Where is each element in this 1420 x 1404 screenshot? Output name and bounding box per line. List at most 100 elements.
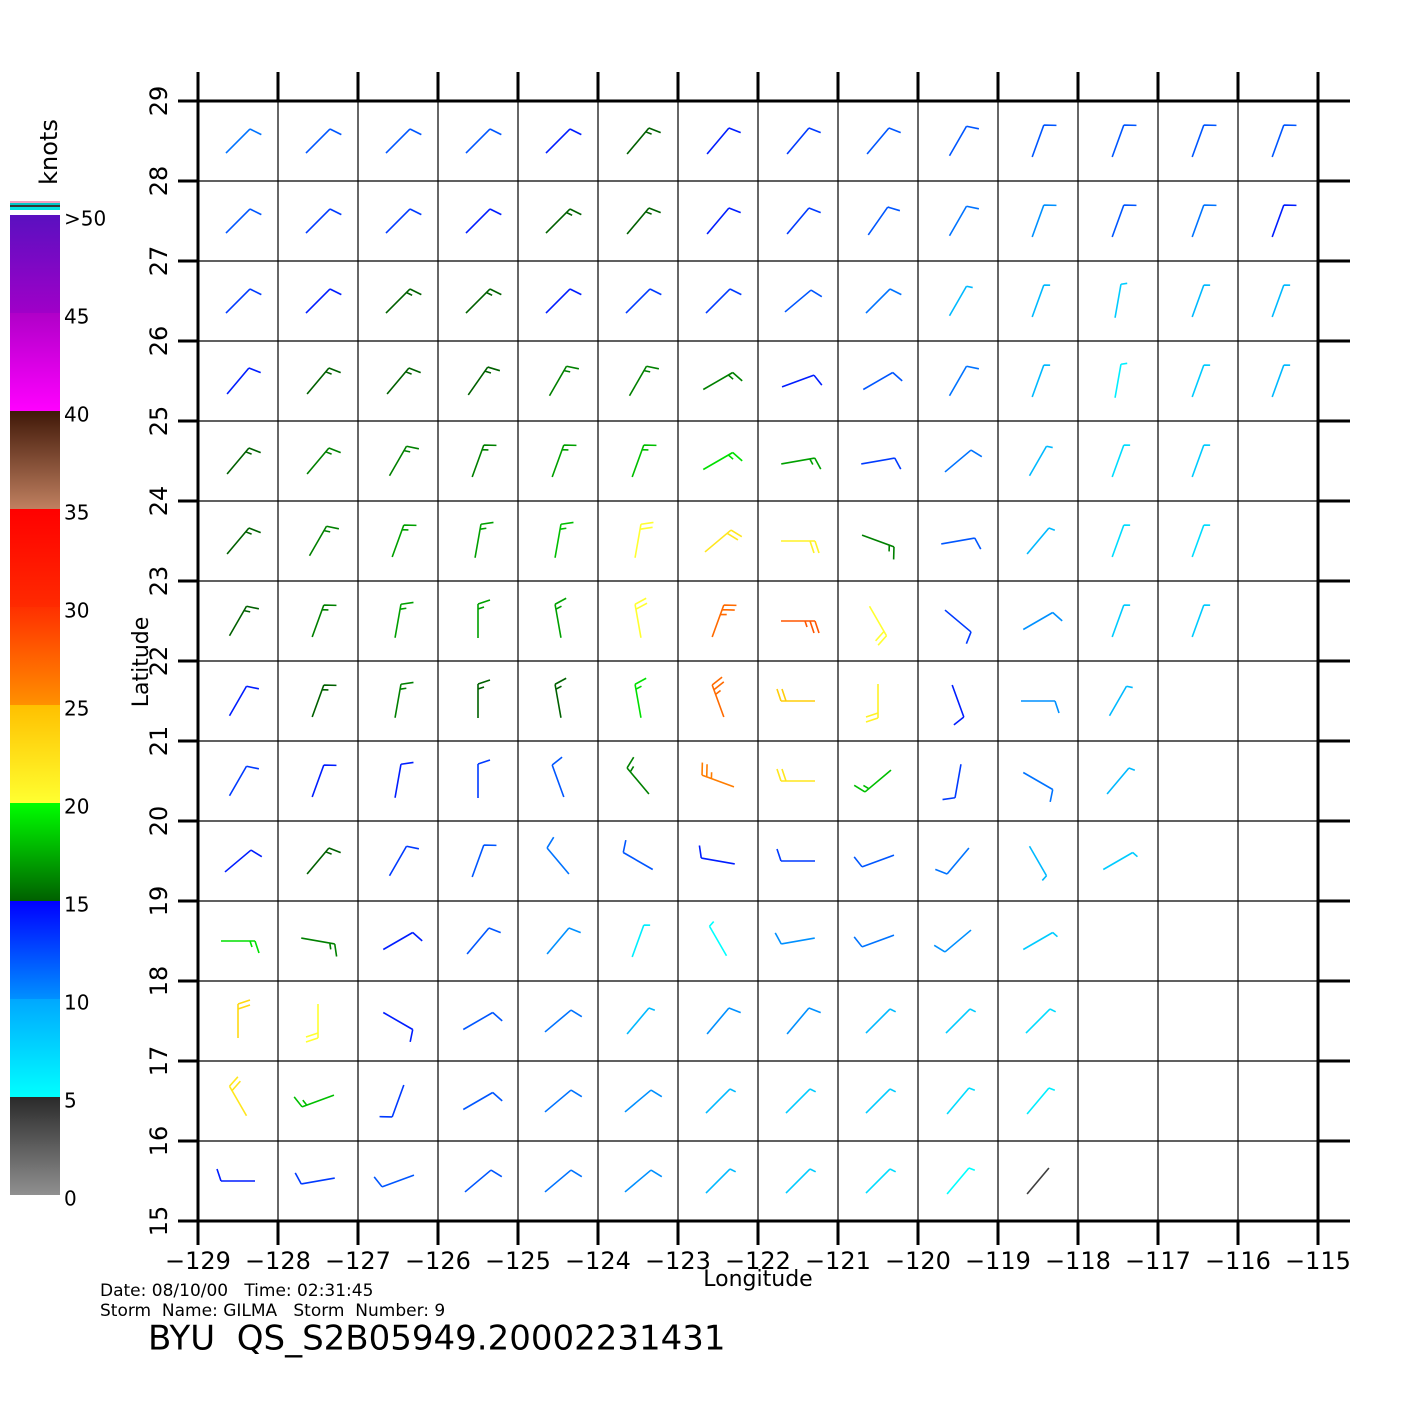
wind-barb [1271,364,1291,398]
wind-barb [305,208,342,234]
wind-barb [935,847,970,875]
wind-barb [465,208,502,234]
y-tick-label: 28 [145,166,173,197]
wind-barb [865,288,902,314]
wind-barb [466,927,501,955]
wind-barb [301,937,338,957]
wind-barb [305,128,342,154]
wind-barb [865,1008,897,1034]
wind-barb [1102,851,1138,871]
wind-barb [394,601,414,638]
colorbar-tick-label: 35 [64,501,89,525]
y-tick-label: 25 [145,406,173,437]
wind-barb [1111,124,1137,158]
wind-barb [548,365,580,397]
wind-barb [853,854,895,868]
wind-barb [781,457,822,470]
wind-barb [698,845,735,865]
wind-barb [293,1094,335,1108]
colorbar-cap [10,201,60,204]
wind-barb [385,288,422,314]
wind-barb [702,451,743,471]
wind-barb [634,597,648,638]
wind-barb [1021,700,1060,714]
wind-barb [544,1009,583,1033]
colorbar-tick-label: 45 [64,305,89,329]
wind-barb [294,1172,335,1185]
wind-barb [628,365,660,397]
wind-barb [626,756,650,795]
wind-barb [933,929,972,953]
wind-barb [477,599,491,638]
wind-barb [634,677,647,718]
wind-barb [228,765,260,797]
wind-barb [785,1168,817,1194]
colorbar-segment [10,607,60,705]
wind-barb [228,685,260,717]
wind-barb [554,597,567,638]
wind-barb [1191,524,1211,558]
colorbar-tick-label: >50 [64,207,106,231]
wind-barb [474,521,494,558]
wind-barb [1028,445,1053,477]
x-tick-label: −120 [885,1247,951,1275]
wind-barb [465,128,502,154]
wind-barb [708,921,728,957]
wind-barb [373,1174,415,1188]
footer-line: Date: 08/10/00 Time: 02:31:45 [100,1281,373,1301]
wind-barb [391,524,417,558]
wind-barb [948,125,980,157]
colorbar-tick-label: 10 [64,991,89,1015]
y-tick-label: 22 [145,646,173,677]
wind-barb [1022,931,1058,951]
x-tick-label: −122 [725,1247,791,1275]
colorbar-segment [10,411,60,509]
wind-barb [626,207,661,235]
wind-barb [385,128,422,154]
wind-barb [465,288,502,314]
colorbar-segment [10,313,60,411]
wind-barb [948,205,980,237]
wind-barb [781,540,820,554]
wind-barb [948,285,973,317]
wind-barb [944,449,983,473]
wind-barb [225,128,262,154]
wind-barb [784,289,823,313]
wind-barb [388,445,420,477]
wind-barb [462,1091,503,1111]
wind-barb [225,288,262,314]
y-tick-label: 26 [145,326,173,357]
colorbar-segment [10,215,60,313]
wind-barb [781,620,820,634]
wind-barb [545,288,582,314]
wind-barb [866,127,901,155]
wind-barb [394,761,414,798]
x-tick-label: −125 [485,1247,551,1275]
colorbar-label: knots [35,119,63,185]
y-axis-label: Latitude [129,617,154,708]
wind-barb [1026,527,1056,555]
colorbar-tick-label: 25 [64,697,89,721]
x-tick-label: −119 [965,1247,1031,1275]
colorbar-segment [10,509,60,607]
wind-barb [551,444,577,478]
footer-line: Storm Name: GILMA Storm Number: 9 [100,1301,445,1321]
wind-barb [1106,767,1136,795]
wind-barb [624,1169,663,1193]
wind-barb [1191,204,1217,238]
wind-barb [948,365,980,397]
wind-barb [786,207,821,235]
y-tick-label: 27 [145,246,173,277]
colorbar-tick-label: 5 [64,1089,77,1113]
wind-barb [551,756,565,798]
wind-barb [624,1089,663,1113]
wind-barb [861,534,895,560]
colorbar-tick-label: 20 [64,795,89,819]
wind-barb [1031,284,1051,318]
wind-barb [546,927,581,955]
wind-barb [462,1011,503,1031]
wind-barb [1026,1087,1056,1115]
wind-barb [1108,685,1133,717]
wind-barb [221,940,260,954]
